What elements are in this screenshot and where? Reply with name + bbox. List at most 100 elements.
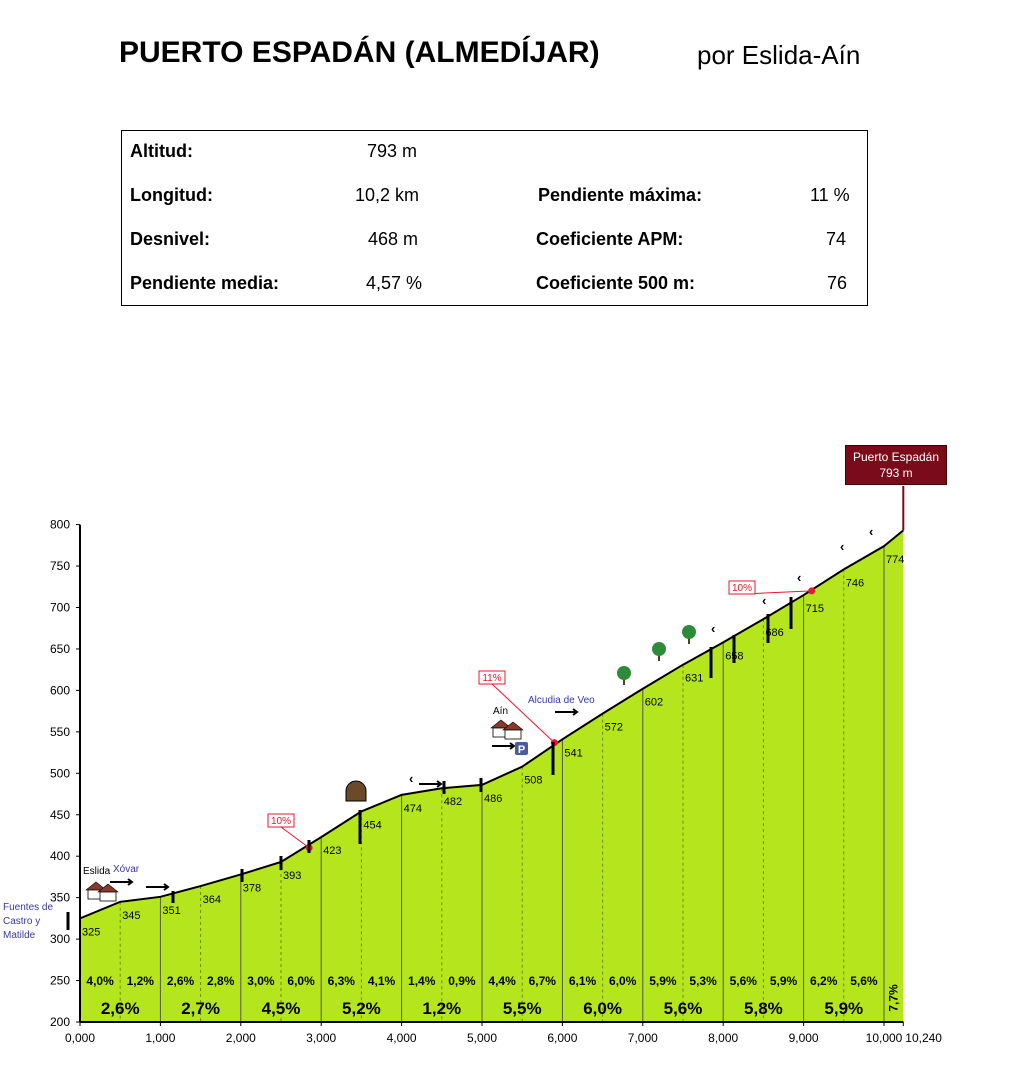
x-tick-label: 2,000 — [226, 1031, 256, 1045]
stat-altitud-value: 793 m — [367, 141, 418, 161]
segment-gradient-500m: 6,0% — [609, 974, 637, 988]
x-tick-label: 6,000 — [547, 1031, 577, 1045]
stat-longitud-value: 10,2 km — [355, 185, 420, 205]
junction-arrow-icon — [492, 742, 516, 750]
steep-callout-box — [267, 813, 295, 828]
place-label: Castro y — [3, 916, 40, 927]
y-tick-label: 400 — [50, 849, 70, 863]
segment-gradient-500m: 5,9% — [649, 974, 677, 988]
segment-gradient-500m: 5,6% — [850, 974, 878, 988]
x-tick-label: 5,000 — [467, 1031, 497, 1045]
x-tick-label: 9,000 — [789, 1031, 819, 1045]
elevation-point-label: 364 — [203, 894, 221, 906]
steep-callout-line — [280, 826, 310, 849]
house-icon — [504, 729, 522, 740]
house-icon — [99, 891, 117, 902]
curve-chevron-icon: ‹ — [840, 539, 844, 554]
segment-gradient-1km: 5,9% — [824, 999, 863, 1018]
place-label: Eslida — [83, 866, 111, 877]
y-tick-label: 300 — [50, 932, 70, 946]
elevation-point-label: 486 — [484, 793, 502, 805]
curve-chevron-icon: ‹ — [762, 593, 766, 608]
junction-arrow-icon — [419, 780, 443, 788]
steep-callout-box — [728, 580, 756, 595]
segment-gradient-1km: 4,5% — [262, 999, 301, 1018]
place-label: Alcudia de Veo — [528, 695, 595, 706]
y-tick-label: 450 — [50, 808, 70, 822]
y-tick-label: 350 — [50, 891, 70, 905]
segment-gradient-1km: 5,8% — [744, 999, 783, 1018]
place-label: Xóvar — [113, 864, 140, 875]
tree-icon — [682, 625, 696, 639]
segment-gradient-1km: 2,6% — [101, 999, 140, 1018]
segment-gradient-500m: 2,6% — [167, 974, 195, 988]
segment-gradient-500m: 6,0% — [287, 974, 315, 988]
junction-arrow-icon — [110, 878, 134, 886]
segment-gradient-500m: 4,1% — [368, 974, 396, 988]
junction-arrow-icon — [555, 708, 579, 716]
y-tick-label: 250 — [50, 974, 70, 988]
elevation-point-label: 345 — [122, 910, 140, 922]
steep-callout-label: 10% — [271, 816, 291, 827]
y-tick-label: 800 — [50, 518, 70, 532]
place-label: Matilde — [3, 930, 36, 941]
segment-gradient-1km: 5,2% — [342, 999, 381, 1018]
elevation-point-label: 572 — [605, 722, 623, 734]
steep-callout-label: 10% — [732, 583, 752, 594]
x-tick-label: 7,000 — [628, 1031, 658, 1045]
segment-gradient-1km: 5,5% — [503, 999, 542, 1018]
elevation-point-label: 482 — [444, 796, 462, 808]
elevation-point-label: 474 — [404, 803, 422, 815]
elevation-point-label: 774 — [886, 554, 904, 566]
x-tick-label: 8,000 — [708, 1031, 738, 1045]
segment-gradient-1km: 6,0% — [583, 999, 622, 1018]
place-label: Fuentes de — [3, 902, 53, 913]
segment-gradient-500m: 6,3% — [328, 974, 356, 988]
elevation-point-label: 393 — [283, 870, 301, 882]
curve-chevron-icon: ‹ — [409, 771, 413, 786]
elevation-point-label: 454 — [363, 819, 381, 831]
stats-table: Altitud: 793 m Longitud: 10,2 km Desnive… — [121, 130, 868, 306]
elevation-point-label: 508 — [524, 775, 542, 787]
elevation-point-label: 746 — [846, 577, 864, 589]
segment-gradient-500m: 5,3% — [689, 974, 717, 988]
elevation-point-label: 541 — [564, 747, 582, 759]
segment-gradient-500m: 2,8% — [207, 974, 235, 988]
y-tick-label: 700 — [50, 601, 70, 615]
parking-icon-letter: P — [518, 744, 525, 756]
x-tick-label: 4,000 — [387, 1031, 417, 1045]
elevation-point-label: 686 — [765, 627, 783, 639]
segment-gradient-500m: 6,2% — [810, 974, 838, 988]
stat-desnivel-value: 468 m — [368, 229, 419, 249]
segment-gradient-500m: 1,2% — [127, 974, 155, 988]
y-tick-label: 200 — [50, 1015, 70, 1029]
steep-callout-label: 11% — [482, 673, 501, 684]
page-title: PUERTO ESPADÁN (ALMEDÍJAR) — [119, 36, 600, 69]
elevation-point-label: 325 — [82, 926, 100, 938]
segment-gradient-1km: 5,6% — [664, 999, 703, 1018]
summit-altitude: 793 m — [879, 466, 913, 480]
stat-apm-label: Coeficiente APM: — [536, 229, 684, 249]
steep-point-marker — [808, 587, 816, 595]
y-tick-label: 650 — [50, 642, 70, 656]
segment-gradient-500m: 5,9% — [770, 974, 798, 988]
curve-chevron-icon: ‹ — [797, 570, 801, 585]
segment-gradient-500m: 6,7% — [529, 974, 557, 988]
stat-apm-value: 74 — [826, 229, 847, 249]
stat-longitud-label: Longitud: — [130, 185, 213, 205]
x-tick-label: 10,240 — [905, 1031, 942, 1045]
tree-icon — [652, 642, 666, 656]
summit-name: Puerto Espadán — [852, 450, 940, 464]
curve-chevron-icon: ‹ — [711, 621, 715, 636]
tunnel-icon — [345, 780, 367, 802]
y-tick-label: 750 — [50, 559, 70, 573]
stat-pendiente-maxima-value: 11 % — [810, 185, 850, 205]
segment-gradient-500m: 1,4% — [408, 974, 436, 988]
segment-gradient-500m: 6,1% — [569, 974, 597, 988]
x-tick-label: 10,000 — [866, 1031, 903, 1045]
tree-icon — [617, 666, 631, 680]
segment-gradient-500m: 4,4% — [488, 974, 516, 988]
curve-chevron-icon: ‹ — [869, 524, 873, 539]
elevation-point-label: 715 — [806, 603, 824, 615]
